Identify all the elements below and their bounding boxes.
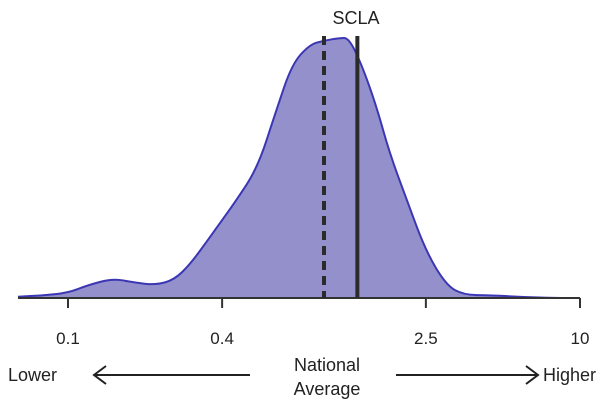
higher-label: Higher (543, 365, 596, 385)
scla-label: SCLA (332, 8, 379, 28)
x-tick-label: 0.4 (210, 329, 234, 348)
x-tick-label: 10 (571, 329, 590, 348)
reference-markers (322, 36, 360, 298)
right-arrow-icon (396, 365, 540, 385)
national-label: National (294, 355, 360, 375)
x-tick-label: 0.1 (56, 329, 80, 348)
x-tick-label: 2.5 (414, 329, 438, 348)
lower-label: Lower (8, 365, 57, 385)
average-label: Average (294, 379, 361, 399)
density-curve (17, 36, 580, 299)
left-arrow-icon (92, 365, 250, 385)
x-axis-ticks: 0.1 0.4 2.5 10 (56, 298, 589, 348)
density-area (18, 38, 580, 298)
